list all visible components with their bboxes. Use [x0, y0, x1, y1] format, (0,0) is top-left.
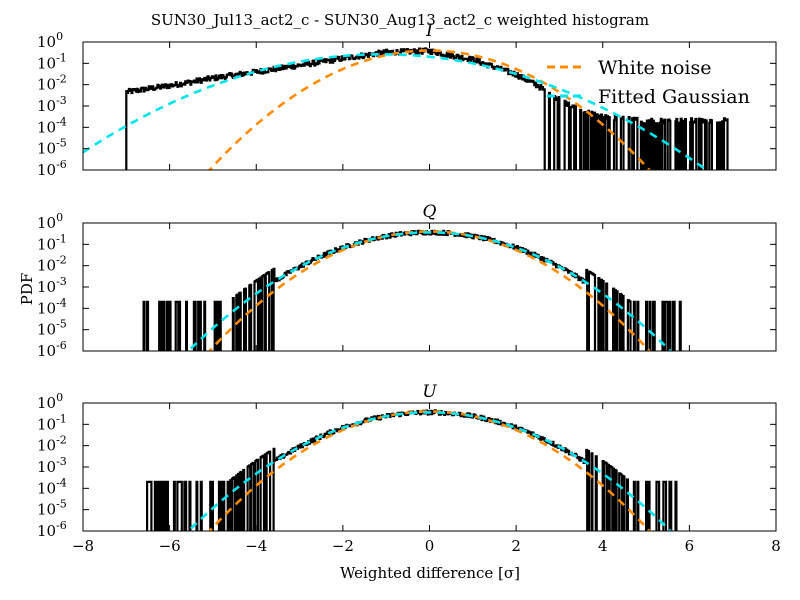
x-tick-label: −4 [245, 537, 267, 555]
x-tick-label: 2 [511, 537, 521, 555]
figure-title: SUN30_Jul13_act2_c - SUN30_Aug13_act2_c … [151, 11, 649, 29]
x-tick-label: 6 [685, 537, 695, 555]
y-tick-label: 10-3 [37, 275, 67, 296]
legend-fitted-gaussian-label: Fitted Gaussian [598, 86, 750, 108]
legend: White noise Fitted Gaussian [547, 57, 750, 108]
panel-Q-histogram [142, 229, 682, 351]
y-tick-label: 10-1 [37, 232, 67, 253]
panel-I-plot-area [83, 47, 729, 170]
x-tick-label: −2 [332, 537, 354, 555]
y-tick-label: 10-5 [37, 137, 67, 158]
y-tick-label: 100 [37, 391, 63, 412]
x-tick-label: −6 [159, 537, 181, 555]
y-tick-label: 10-4 [37, 115, 67, 136]
y-tick-label: 10-4 [37, 476, 67, 497]
x-tick-label: −8 [72, 537, 94, 555]
panel-Q-title: Q [423, 202, 437, 222]
y-tick-label: 100 [37, 30, 63, 51]
panel-Q-fitted-gaussian-curve [186, 231, 673, 351]
y-tick-label: 10-3 [37, 455, 67, 476]
panel-U-title: U [422, 382, 437, 402]
panel-U-fitted-gaussian-curve [186, 411, 673, 531]
y-tick-label: 10-1 [37, 412, 67, 433]
y-tick-label: 10-3 [37, 94, 67, 115]
y-tick-label: 10-5 [37, 318, 67, 339]
panel-I-fitted-gaussian-curve [83, 53, 709, 170]
x-axis-label: Weighted difference [σ] [340, 564, 520, 582]
panel-U-histogram [146, 409, 678, 531]
x-tick-label: 4 [598, 537, 608, 555]
y-tick-label: 100 [37, 211, 63, 232]
legend-white-noise-label: White noise [598, 57, 712, 79]
y-tick-label: 10-2 [37, 434, 67, 455]
y-tick-label: 10-2 [37, 73, 67, 94]
y-tick-label: 10-1 [37, 51, 67, 72]
y-tick-label: 10-6 [37, 519, 67, 540]
y-axis-label: PDF [18, 273, 36, 306]
y-tick-label: 10-4 [37, 296, 67, 317]
panel-I-histogram [125, 47, 729, 170]
y-tick-label: 10-2 [37, 254, 67, 275]
panel-U-plot-area [146, 409, 678, 531]
y-tick-label: 10-6 [37, 339, 67, 360]
panel-Q-plot-area [142, 229, 682, 351]
y-tick-label: 10-5 [37, 498, 67, 519]
x-tick-label: 0 [425, 537, 435, 555]
panel-I-title: I [425, 21, 433, 41]
x-tick-label: 8 [771, 537, 781, 555]
y-tick-label: 10-6 [37, 158, 67, 179]
